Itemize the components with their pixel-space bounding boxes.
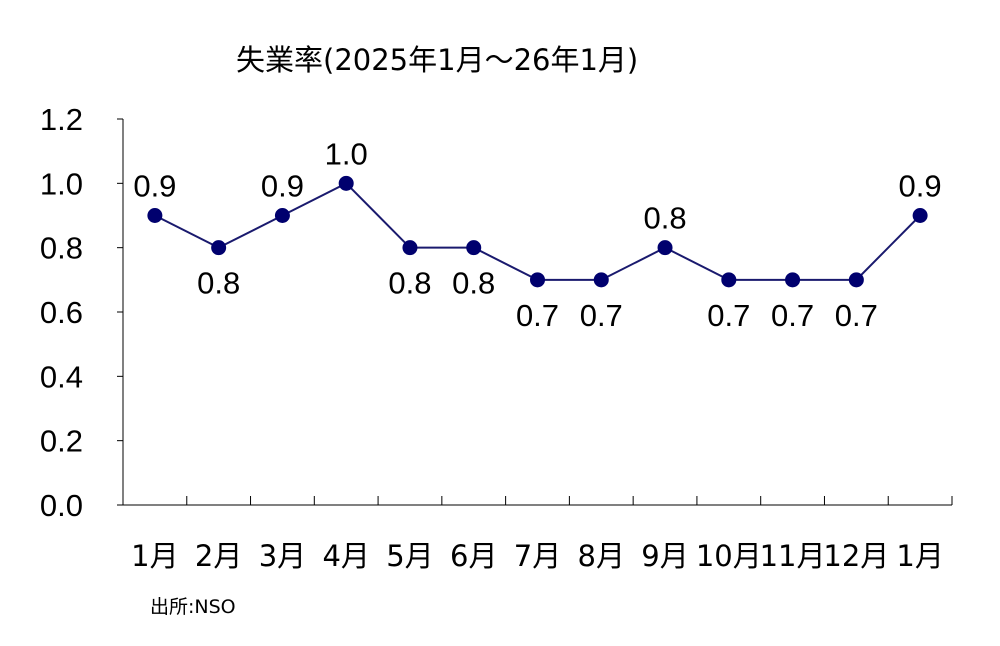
x-tick-label: 1月 bbox=[131, 539, 178, 573]
data-point bbox=[338, 175, 354, 191]
data-points bbox=[147, 175, 928, 288]
x-tick-label: 11月 bbox=[760, 539, 826, 573]
data-point bbox=[211, 240, 227, 256]
data-label: 0.7 bbox=[580, 298, 623, 333]
data-label: 0.7 bbox=[516, 298, 559, 333]
x-tick-label: 9月 bbox=[641, 539, 688, 573]
data-label: 0.8 bbox=[643, 201, 686, 236]
data-label: 0.8 bbox=[388, 266, 431, 301]
data-labels: 0.9 0.8 0.9 1.0 0.8 0.8 0.7 0.7 0.8 0.7 0.7 0.7 0.9 bbox=[133, 136, 941, 333]
data-point bbox=[530, 272, 545, 288]
data-point bbox=[593, 272, 609, 288]
y-tick-label: 0.0 bbox=[40, 488, 83, 523]
y-tick-label: 1.0 bbox=[40, 166, 83, 201]
x-tick-label: 6月 bbox=[450, 539, 497, 573]
data-point bbox=[785, 272, 801, 288]
data-point bbox=[402, 240, 418, 256]
data-point bbox=[657, 240, 673, 256]
data-label: 1.0 bbox=[325, 136, 368, 171]
y-tick-label: 1.2 bbox=[40, 102, 83, 137]
x-tick-label: 5月 bbox=[386, 539, 433, 573]
data-point bbox=[466, 240, 482, 256]
data-point bbox=[848, 272, 864, 288]
data-label: 0.7 bbox=[771, 298, 814, 333]
data-point bbox=[912, 208, 928, 223]
data-label: 0.7 bbox=[707, 298, 750, 333]
x-tick-label: 1月 bbox=[896, 539, 943, 573]
x-tick-label: 4月 bbox=[322, 539, 369, 573]
data-label: 0.8 bbox=[452, 266, 495, 301]
y-tick-label: 0.2 bbox=[40, 424, 83, 459]
data-label: 0.7 bbox=[835, 298, 878, 333]
data-label: 0.8 bbox=[197, 266, 240, 301]
data-point bbox=[721, 272, 737, 288]
x-tick-label: 10月 bbox=[696, 539, 762, 573]
x-tick-label: 12月 bbox=[823, 539, 889, 573]
source-note: 出所:NSO bbox=[150, 596, 236, 618]
x-tick-label: 3月 bbox=[259, 539, 306, 573]
data-label: 0.9 bbox=[899, 169, 942, 204]
x-tick-label: 7月 bbox=[514, 539, 561, 573]
data-point bbox=[147, 208, 163, 223]
x-tick-label: 8月 bbox=[578, 539, 625, 573]
y-tick-label: 0.8 bbox=[40, 231, 83, 266]
chart-title: 失業率(2025年1月～26年1月) bbox=[236, 43, 638, 77]
y-tick-label: 0.6 bbox=[40, 295, 83, 330]
y-tick-label: 0.4 bbox=[40, 359, 83, 394]
y-axis-ticks: 0.0 0.2 0.4 0.6 0.8 1.0 1.2 bbox=[40, 102, 123, 523]
data-label: 0.9 bbox=[133, 169, 176, 204]
data-label: 0.9 bbox=[261, 169, 304, 204]
x-tick-label: 2月 bbox=[195, 539, 242, 573]
data-point bbox=[274, 208, 290, 223]
